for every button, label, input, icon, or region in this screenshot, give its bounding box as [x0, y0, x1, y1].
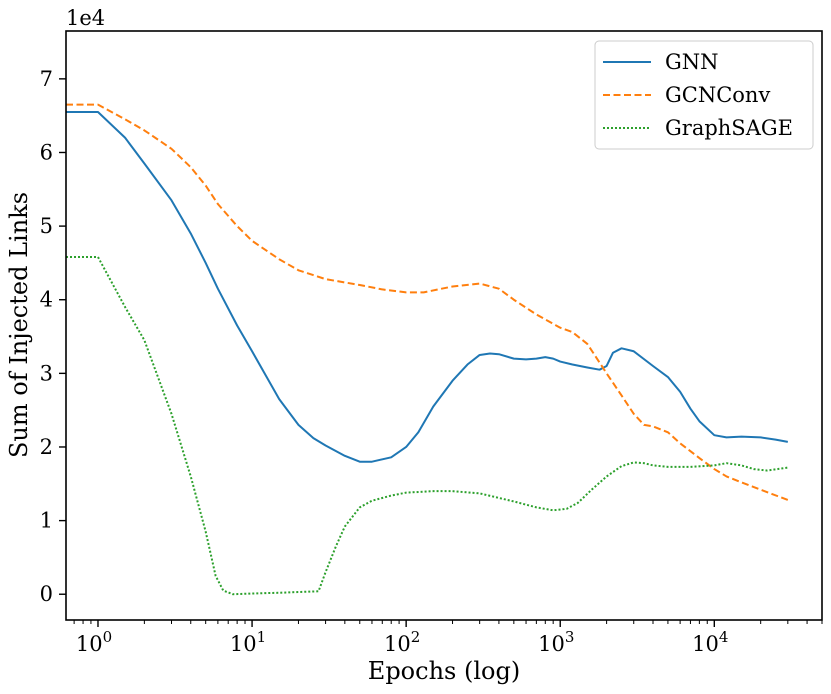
x-tick-label: 101 [230, 628, 266, 656]
series-line-graphsage [66, 256, 788, 596]
x-tick-exponent: 1 [257, 628, 267, 646]
x-tick-exponent: 3 [565, 628, 575, 646]
x-tick-base: 10 [230, 632, 257, 656]
y-tick-label: 3 [40, 361, 53, 385]
legend-label-gcnconv: GCNConv [665, 83, 770, 107]
legend-label-gnn: GNN [665, 50, 719, 74]
x-tick-label: 104 [692, 628, 728, 656]
y-tick-label: 2 [40, 435, 53, 459]
plot-frame [65, 30, 823, 621]
y-tick-label: 7 [40, 67, 53, 91]
y-offset-text: 1e4 [66, 6, 105, 30]
y-tick-label: 4 [40, 288, 53, 312]
x-tick-label: 102 [384, 628, 420, 656]
x-axis-label: Epochs (log) [368, 657, 520, 685]
x-tick-exponent: 2 [411, 628, 421, 646]
x-tick-exponent: 0 [103, 628, 113, 646]
y-tick-label: 0 [40, 582, 53, 606]
y-tick-label: 1 [40, 509, 53, 533]
x-tick-base: 10 [538, 632, 565, 656]
legend-frame [594, 40, 814, 150]
x-tick-base: 10 [384, 632, 411, 656]
y-axis-label: Sum of Injected Links [5, 192, 33, 458]
series-layer [66, 103, 789, 596]
series-line-gnn [66, 110, 788, 463]
y-tick-label: 6 [40, 140, 53, 164]
y-axis: 0 1 2 3 4 5 6 7 [40, 67, 66, 606]
x-tick-label: 103 [538, 628, 574, 656]
x-tick-label: 100 [76, 628, 112, 656]
x-tick-exponent: 4 [719, 628, 729, 646]
x-tick-base: 10 [692, 632, 719, 656]
legend: GNN GCNConv GraphSAGE [594, 40, 814, 150]
x-axis: 100 101 102 103 104 [73, 620, 823, 656]
legend-label-graphsage: GraphSAGE [665, 116, 793, 140]
x-tick-base: 10 [76, 632, 103, 656]
series-line-gcnconv [66, 103, 789, 501]
y-tick-label: 5 [40, 214, 53, 238]
